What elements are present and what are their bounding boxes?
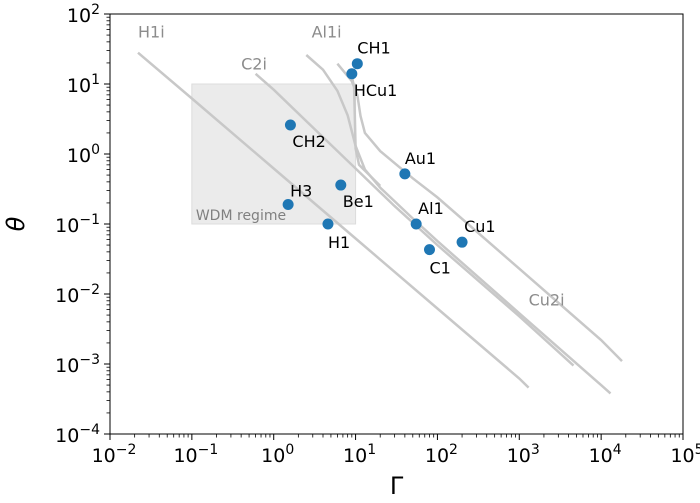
point-hcu1 [346, 68, 358, 80]
points-group [282, 58, 468, 256]
point-label-c1: C1 [429, 259, 450, 278]
point-be1 [335, 179, 347, 191]
point-label-ch1: CH1 [357, 39, 390, 58]
x-axis-label: Γ [390, 472, 404, 500]
point-label-au1: Au1 [405, 149, 436, 168]
point-labels-group: CH1 HCu1 CH2 Au1 Be1 H3 H1 Al1 Cu1 C1 [290, 39, 495, 278]
point-label-h1: H1 [328, 233, 350, 252]
curve-h1i [137, 51, 530, 389]
y-tick-label: 10−4 [55, 422, 100, 447]
wdm-regime-region [191, 83, 357, 225]
point-al1 [410, 218, 422, 230]
curve-label-al1i: Al1i [312, 23, 342, 42]
point-label-al1: Al1 [418, 199, 444, 218]
x-tick-label: 102 [425, 442, 458, 467]
wdm-regime-label: WDM regime [196, 208, 286, 224]
curve-cu2i [336, 62, 623, 362]
point-cu1 [456, 236, 468, 248]
curves-group [137, 51, 623, 395]
point-label-ch2: CH2 [292, 132, 325, 151]
point-label-cu1: Cu1 [464, 217, 496, 236]
point-ch2 [284, 119, 296, 131]
point-h1 [322, 218, 334, 230]
curve-c2i [254, 72, 575, 367]
curve-labels-group: H1i C2i Al1i Cu2i [138, 23, 565, 310]
point-c1 [423, 244, 435, 256]
y-axis-label: θ [2, 216, 30, 231]
point-au1 [399, 168, 411, 180]
point-ch1 [351, 58, 363, 70]
point-label-hcu1: HCu1 [354, 81, 398, 100]
point-label-be1: Be1 [343, 192, 374, 211]
curve-label-h1i: H1i [138, 23, 165, 42]
point-label-h3: H3 [290, 181, 312, 200]
curve-hcu1 [349, 71, 382, 187]
curve-label-cu2i: Cu2i [529, 291, 565, 310]
point-h3 [282, 198, 294, 210]
x-tick-label: 10−2 [92, 442, 137, 467]
curve-label-c2i: C2i [241, 55, 267, 74]
